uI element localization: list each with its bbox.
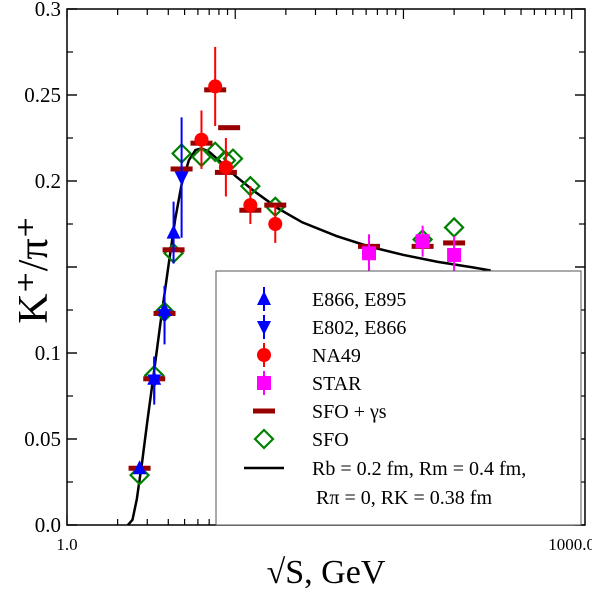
data-point xyxy=(208,79,223,94)
legend-item-sfo: SFO xyxy=(253,428,349,451)
data-marks xyxy=(128,46,466,486)
data-point xyxy=(361,246,376,261)
legend-label: SFO + γs xyxy=(312,401,387,423)
legend-marker xyxy=(257,321,271,335)
legend-item-na49: NA49 xyxy=(257,343,361,367)
data-point xyxy=(218,160,233,175)
y-axis-label: K⁺/π⁺ xyxy=(11,216,57,324)
y-tick-label: 0.25 xyxy=(24,83,61,107)
x-axis-label: √S, GeV xyxy=(267,554,386,591)
legend-item-e866-e895: E866, E895 xyxy=(257,287,406,311)
legend-item-sfo-s: SFO + γs xyxy=(253,401,387,423)
legend-marker xyxy=(257,291,271,305)
data-point xyxy=(222,148,244,170)
series-star xyxy=(361,225,462,274)
data-point xyxy=(443,216,465,238)
legend-item-e802-e866: E802, E866 xyxy=(257,315,406,339)
legend-marker xyxy=(253,408,275,414)
legend-label: Rb = 0.2 fm, Rm = 0.4 fm, xyxy=(312,458,526,480)
legend-label-line2: Rπ = 0, RK = 0.38 fm xyxy=(316,487,492,509)
data-point xyxy=(147,370,162,385)
y-tick-label: 0.3 xyxy=(35,0,61,21)
data-point xyxy=(447,247,462,262)
x-tick-label: 1000.0 xyxy=(548,535,592,554)
legend-label: SFO xyxy=(312,429,349,451)
legend-item-rb-0-2-fm-rm-0-4-fm: Rb = 0.2 fm, Rm = 0.4 fm, Rπ = 0, RK = 0.… xyxy=(244,458,526,509)
data-point xyxy=(415,234,430,249)
series-na49 xyxy=(194,46,283,243)
legend-marker xyxy=(257,348,271,362)
data-point xyxy=(218,125,241,131)
y-tick-label: 0.05 xyxy=(24,427,61,451)
data-point xyxy=(204,141,226,163)
x-tick-label: 1.0 xyxy=(56,535,77,554)
legend-marker xyxy=(253,428,275,450)
legend-label: E866, E895 xyxy=(312,289,406,311)
legend-label: E802, E866 xyxy=(312,317,406,339)
data-point xyxy=(243,198,258,213)
legend: E866, E895 E802, E866 NA49 STAR SFO + γs SFO R… xyxy=(215,270,582,526)
y-tick-label: 0.1 xyxy=(35,341,61,365)
data-point xyxy=(129,464,151,486)
data-point xyxy=(174,171,189,186)
data-point xyxy=(268,217,283,231)
legend-box xyxy=(215,270,582,526)
legend-marker xyxy=(257,376,271,390)
data-point xyxy=(157,302,172,316)
data-point xyxy=(132,460,147,475)
data-point xyxy=(166,224,181,239)
y-tick-label: 0.2 xyxy=(35,169,61,193)
legend-label: NA49 xyxy=(312,345,361,367)
axis-ticks: 0.0 0.05 0.1 0.2 0.25 0.3 1.0 1000.0 xyxy=(24,0,592,554)
data-point xyxy=(194,132,209,147)
series-e866-e895 xyxy=(132,201,181,475)
legend-item-star: STAR xyxy=(257,371,362,395)
y-tick-label: 0.0 xyxy=(35,513,61,537)
legend-label: STAR xyxy=(312,373,362,395)
